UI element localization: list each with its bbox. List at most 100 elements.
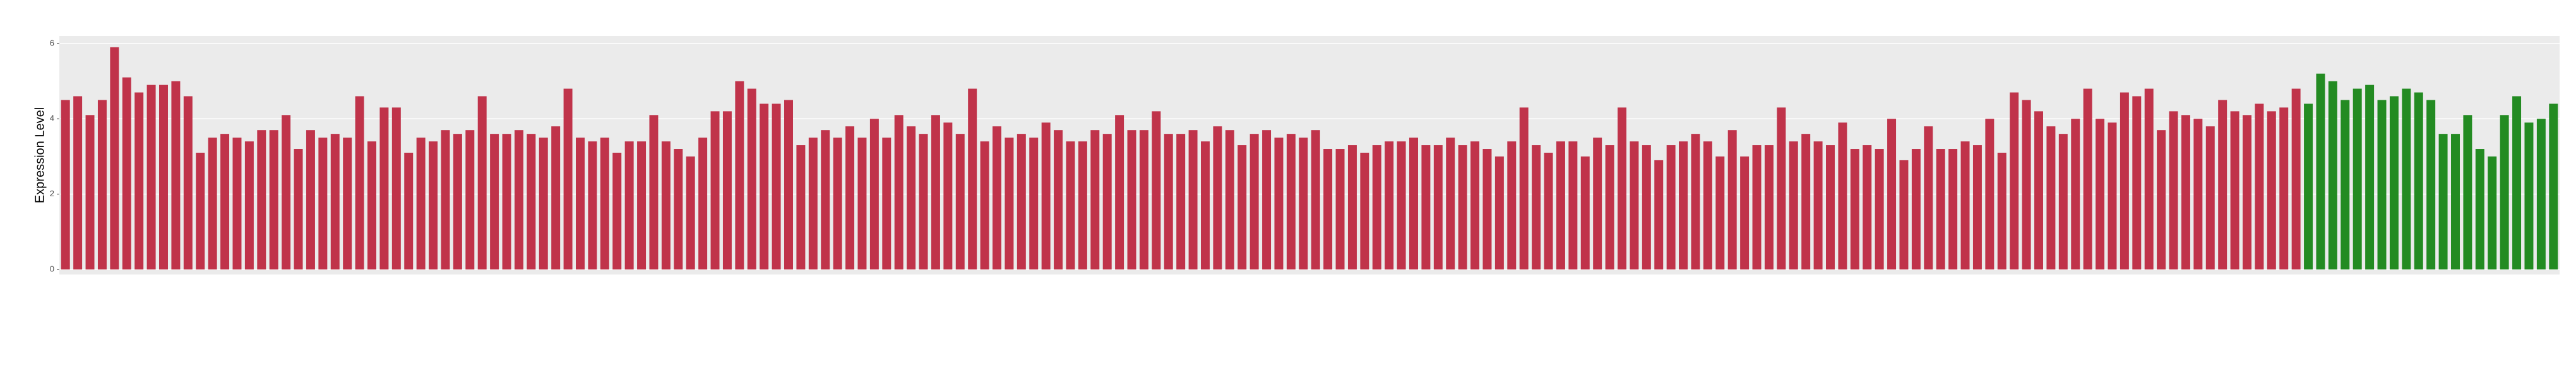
bar [833, 138, 842, 269]
bar [784, 100, 793, 270]
bar [1679, 141, 1688, 269]
bar [882, 138, 891, 269]
bar [1654, 160, 1664, 269]
bar [330, 134, 340, 269]
bar [612, 153, 622, 269]
bar [1777, 107, 1786, 270]
bar [257, 130, 266, 269]
bar [2304, 103, 2313, 269]
bar [1433, 145, 1443, 269]
bar [2034, 111, 2043, 269]
bar [1887, 119, 1897, 269]
bar [1017, 134, 1026, 269]
bar [441, 130, 450, 269]
bar [416, 138, 426, 269]
bar [1875, 149, 1884, 269]
bar [760, 103, 769, 269]
bar [2096, 119, 2105, 269]
bar [1299, 138, 1308, 269]
bar [1446, 138, 1455, 269]
bar [845, 126, 855, 269]
bar [2169, 111, 2178, 269]
bar [477, 96, 487, 269]
bar [2267, 111, 2276, 269]
bar [661, 141, 671, 269]
bar [1090, 130, 1100, 269]
bar [1532, 145, 1541, 269]
bar [1985, 119, 1995, 269]
bar [2316, 73, 2325, 269]
bar [563, 88, 573, 269]
bar [97, 100, 107, 270]
bar [1618, 107, 1626, 270]
bar [2010, 92, 2019, 270]
bar [2524, 122, 2534, 269]
bar [1482, 149, 1492, 269]
bar [1054, 130, 1063, 269]
bar [73, 96, 83, 269]
y-tick-label: 2 [50, 189, 54, 198]
bar [1556, 141, 1565, 269]
bar [2340, 100, 2350, 270]
bar [2193, 119, 2203, 269]
bar [2046, 126, 2056, 269]
bar [588, 141, 597, 269]
bar [1727, 130, 1737, 269]
bar [1397, 141, 1406, 269]
bar [1593, 138, 1602, 269]
bar [183, 96, 193, 269]
bar [2108, 122, 2117, 269]
bar [1813, 141, 1823, 269]
bar [686, 156, 695, 269]
bar [993, 126, 1001, 269]
bar [514, 130, 523, 269]
bar [2475, 149, 2484, 269]
bar [2022, 100, 2031, 270]
bar [968, 88, 977, 269]
bar [2279, 107, 2289, 270]
bar [821, 130, 830, 269]
bar [2083, 88, 2092, 269]
bar [955, 134, 965, 269]
bar [1764, 145, 1774, 269]
bar [1666, 145, 1676, 269]
bar [1630, 141, 1639, 269]
bar [2291, 88, 2301, 269]
bar [1274, 138, 1284, 269]
bar [980, 141, 989, 269]
bar [1188, 130, 1198, 269]
bar [1519, 107, 1529, 270]
bar [1286, 134, 1296, 269]
bar [2230, 111, 2239, 269]
bar [453, 134, 462, 269]
bar [490, 134, 499, 269]
bar [2536, 119, 2546, 269]
y-tick-label: 4 [50, 114, 54, 123]
bar [735, 81, 744, 269]
bar [1176, 134, 1186, 269]
bar [1127, 130, 1136, 269]
bar [2352, 88, 2362, 269]
bar [294, 149, 303, 269]
bar [1568, 141, 1578, 269]
bar [2144, 88, 2154, 269]
bar [2365, 85, 2375, 270]
y-axis-label: Expression Level [33, 107, 47, 203]
bar [208, 138, 217, 269]
bar [907, 126, 916, 269]
bar [1863, 145, 1872, 269]
bar [2389, 96, 2399, 269]
bar [465, 130, 475, 269]
bar [306, 130, 315, 269]
bar [2500, 115, 2509, 269]
bar [171, 81, 181, 269]
bar [1826, 145, 1835, 269]
bar [2549, 103, 2558, 269]
bar [1323, 149, 1333, 269]
bar [1605, 145, 1614, 269]
bar [1311, 130, 1320, 269]
bar [1838, 122, 1847, 269]
y-tick-label: 0 [50, 264, 54, 273]
bar [196, 153, 205, 269]
bar [367, 141, 376, 269]
